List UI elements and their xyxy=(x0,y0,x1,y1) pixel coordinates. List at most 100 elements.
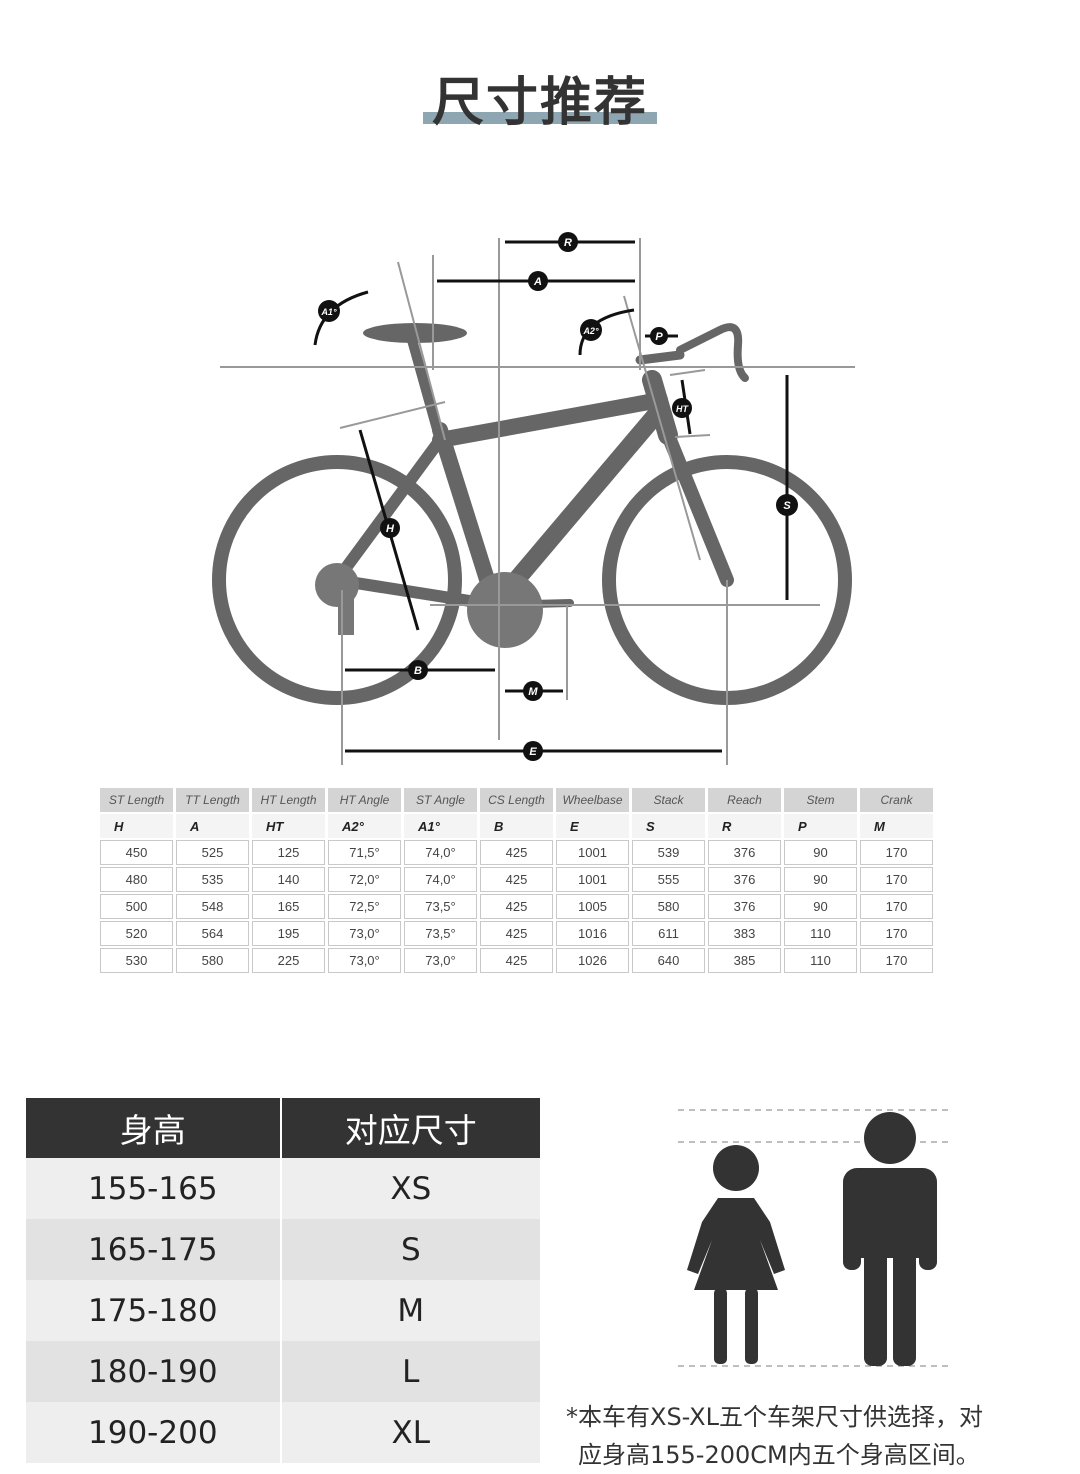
geometry-header: Wheelbase xyxy=(556,788,629,812)
dimension-arrows xyxy=(313,240,789,753)
table-cell: 71,5° xyxy=(328,840,401,865)
table-cell: 195 xyxy=(252,921,325,946)
table-cell: 170 xyxy=(860,840,933,865)
table-cell: 74,0° xyxy=(404,867,477,892)
table-cell: 1026 xyxy=(556,948,629,973)
label-a: A xyxy=(533,276,542,288)
geometry-symbol: A2° xyxy=(328,814,401,838)
label-h: H xyxy=(386,523,395,535)
title-underline xyxy=(423,112,657,124)
geometry-header: HT Angle xyxy=(328,788,401,812)
table-cell: 1005 xyxy=(556,894,629,919)
frame-size: L xyxy=(279,1341,540,1402)
table-cell: 165 xyxy=(252,894,325,919)
man-icon xyxy=(843,1112,937,1366)
table-cell: 525 xyxy=(176,840,249,865)
table-cell: 425 xyxy=(480,894,553,919)
label-e: E xyxy=(529,746,537,758)
table-cell: 385 xyxy=(708,948,781,973)
head-tube xyxy=(642,370,678,445)
table-cell: 580 xyxy=(176,948,249,973)
frame-size: XS xyxy=(279,1158,540,1219)
table-cell: 425 xyxy=(480,840,553,865)
table-cell: 73,5° xyxy=(404,894,477,919)
table-cell: 425 xyxy=(480,948,553,973)
geometry-symbol: HT xyxy=(252,814,325,838)
rear-derailleur xyxy=(338,590,354,635)
top-tube xyxy=(432,392,668,448)
label-p: P xyxy=(655,331,663,343)
label-b: B xyxy=(414,665,422,677)
geometry-header: ST Length xyxy=(100,788,173,812)
geometry-header: HT Length xyxy=(252,788,325,812)
height-range: 165-175 xyxy=(26,1219,281,1280)
height-guides xyxy=(678,1109,950,1367)
table-cell: 110 xyxy=(784,921,857,946)
size-header-row: 身高 对应尺寸 xyxy=(26,1098,540,1158)
table-cell: 73,5° xyxy=(404,921,477,946)
dimension-labels: R A A1° A2° P HT S H B M E xyxy=(318,232,798,761)
rear-wheel xyxy=(212,455,462,705)
chainring xyxy=(467,572,543,648)
label-ht: HT xyxy=(676,404,689,414)
table-cell: 480 xyxy=(100,867,173,892)
page-title: 尺寸推荐 xyxy=(431,73,648,133)
size-header-height: 身高 xyxy=(26,1098,281,1158)
table-row: 155-165 XS xyxy=(26,1158,540,1219)
geometry-symbol: S xyxy=(632,814,705,838)
fork xyxy=(661,428,734,587)
table-cell: 548 xyxy=(176,894,249,919)
height-range: 175-180 xyxy=(26,1280,281,1341)
label-m: M xyxy=(528,686,538,698)
table-cell: 376 xyxy=(708,840,781,865)
table-cell: 640 xyxy=(632,948,705,973)
seat-post xyxy=(407,335,445,445)
geometry-symbol: A1° xyxy=(404,814,477,838)
table-cell: 72,0° xyxy=(328,867,401,892)
note-line-1: *本车有XS-XL五个车架尺寸供选择，对 xyxy=(566,1403,983,1431)
size-note: *本车有XS-XL五个车架尺寸供选择，对 应身高155-200CM内五个身高区间… xyxy=(566,1398,1071,1474)
table-row: 190-200 XL xyxy=(26,1402,540,1463)
saddle xyxy=(363,323,467,343)
table-cell: 170 xyxy=(860,921,933,946)
table-cell: 530 xyxy=(100,948,173,973)
table-cell: 90 xyxy=(784,840,857,865)
table-cell: 140 xyxy=(252,867,325,892)
note-line-2: 应身高155-200CM内五个身高区间。 xyxy=(578,1441,980,1469)
table-cell: 564 xyxy=(176,921,249,946)
geometry-header: Crank xyxy=(860,788,933,812)
geometry-symbol: M xyxy=(860,814,933,838)
table-cell: 170 xyxy=(860,867,933,892)
table-cell: 225 xyxy=(252,948,325,973)
table-cell: 1001 xyxy=(556,867,629,892)
frame-size: S xyxy=(279,1219,540,1280)
seat-tube xyxy=(432,422,503,613)
table-cell: 425 xyxy=(480,921,553,946)
table-cell: 520 xyxy=(100,921,173,946)
table-row: 520 564 195 73,0° 73,5° 425 1016 611 383… xyxy=(100,921,933,946)
height-range: 180-190 xyxy=(26,1341,281,1402)
geometry-header: ST Angle xyxy=(404,788,477,812)
frame-size: XL xyxy=(279,1402,540,1463)
table-cell: 125 xyxy=(252,840,325,865)
table-cell: 72,5° xyxy=(328,894,401,919)
table-cell: 500 xyxy=(100,894,173,919)
geometry-symbol: H xyxy=(100,814,173,838)
geometry-header-row: ST Length TT Length HT Length HT Angle S… xyxy=(100,788,933,812)
table-row: 450 525 125 71,5° 74,0° 425 1001 539 376… xyxy=(100,840,933,865)
table-cell: 535 xyxy=(176,867,249,892)
table-row: 480 535 140 72,0° 74,0° 425 1001 555 376… xyxy=(100,867,933,892)
table-row: 175-180 M xyxy=(26,1280,540,1341)
geometry-header: Stack xyxy=(632,788,705,812)
table-cell: 383 xyxy=(708,921,781,946)
geometry-header: TT Length xyxy=(176,788,249,812)
bike-geometry-diagram: R A A1° A2° P HT S H B M E xyxy=(212,232,855,765)
bike-drawing xyxy=(212,323,852,705)
label-a2: A2° xyxy=(582,326,599,336)
table-cell: 611 xyxy=(632,921,705,946)
label-s: S xyxy=(783,500,791,512)
frame-size: M xyxy=(279,1280,540,1341)
geometry-header: CS Length xyxy=(480,788,553,812)
table-row: 530 580 225 73,0° 73,0° 425 1026 640 385… xyxy=(100,948,933,973)
label-a1: A1° xyxy=(320,307,337,317)
